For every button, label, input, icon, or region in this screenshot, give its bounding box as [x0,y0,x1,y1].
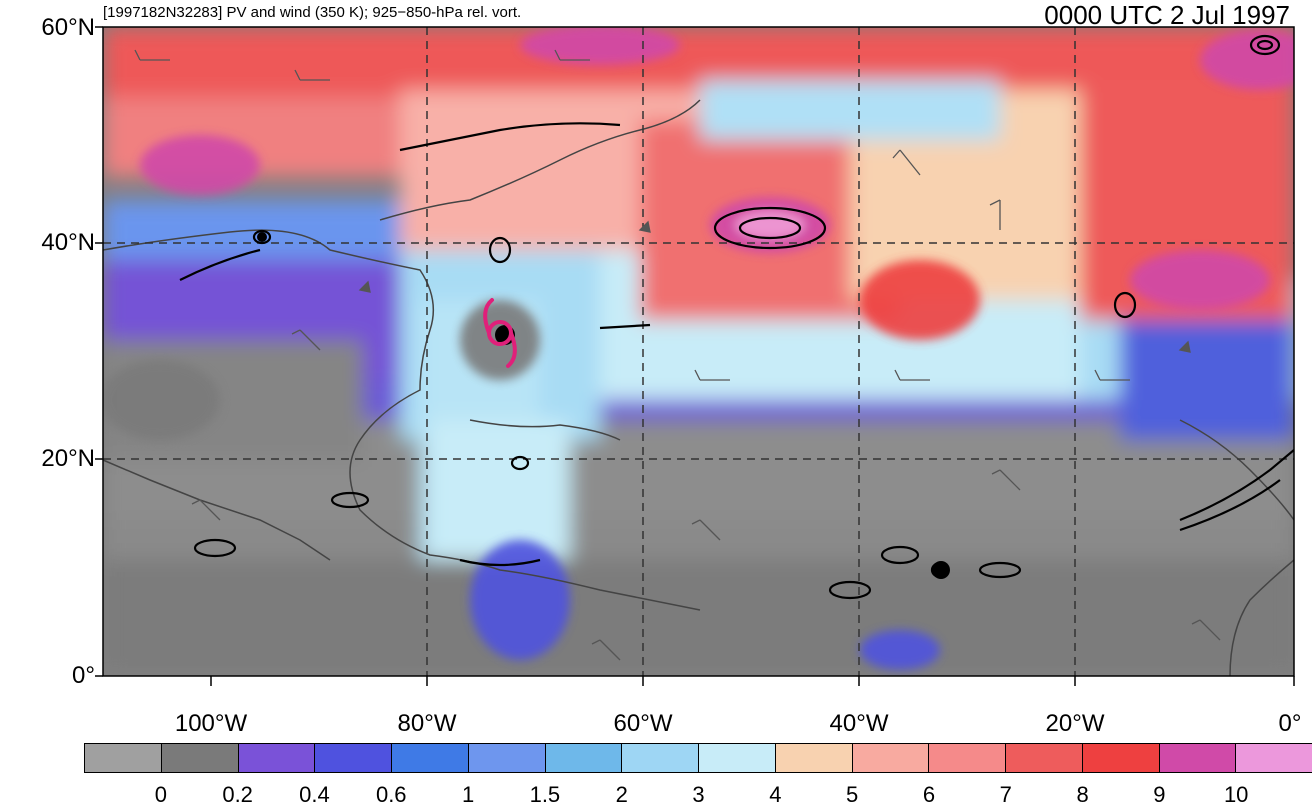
colorbar-tick-label: 1 [461,782,475,807]
colorbar-tick-label: 2 [615,782,628,807]
colorbar [84,743,1312,773]
lat-label-40n: 40°N [41,229,95,256]
tropical-cyclone-icon [483,298,517,368]
colorbar-swatch [315,744,392,772]
wind-barbs [134,49,1221,661]
colorbar-tick-label: 0.6 [375,782,407,807]
colorbar-swatch [775,744,853,772]
colorbar-tick-label: 8 [1076,782,1089,807]
lon-label-80w: 80°W [397,710,457,737]
colorbar-swatch [85,744,162,772]
colorbar-swatch [852,744,930,772]
pv-field [103,27,1294,676]
coastlines [103,99,1294,676]
colorbar-swatch [238,744,316,772]
colorbar-swatch [545,744,623,772]
colorbar-swatch [468,744,546,772]
plot-time-label: 0000 UTC 2 Jul 1997 [1044,0,1290,30]
colorbar-tick-label: 1.5 [529,782,561,807]
plot-subtitle: [1997182N32283] PV and wind (350 K); 925… [103,4,522,21]
colorbar-swatch [929,744,1006,772]
colorbar-tick-label: 4 [769,782,782,807]
lon-label-0: 0° [1278,710,1302,737]
lat-label-60n: 60°N [41,14,95,41]
colorbar-tick-label: 10 [1223,782,1249,807]
map-frame [102,26,1295,677]
colorbar-swatch [1082,744,1160,772]
axis-ticks [95,26,1295,686]
colorbar-tick-label: 3 [692,782,705,807]
lon-label-40w: 40°W [829,710,889,737]
colorbar-swatch [699,744,776,772]
colorbar-swatch [622,744,699,772]
colorbar-swatch [392,744,469,772]
lon-label-20w: 20°W [1045,710,1105,737]
colorbar-swatch [1159,744,1237,772]
lat-label-0: 0° [72,662,95,689]
colorbar-tick-label: 0.4 [299,782,330,807]
graticule [103,27,1294,676]
colorbar-tick-label: 0.2 [222,782,253,807]
colorbar-tick-label: 6 [922,782,936,807]
lon-label-60w: 60°W [613,710,673,737]
colorbar-tick-label: 5 [846,782,859,807]
lon-label-100w: 100°W [174,710,248,737]
colorbar-swatch [161,744,239,772]
lat-label-20n: 20°N [41,445,95,472]
vorticity-contours [179,34,1294,600]
colorbar-tick-label: 0 [154,782,167,807]
colorbar-tick-label: 7 [999,782,1012,807]
colorbar-tick-label: 9 [1153,782,1166,807]
colorbar-swatch [1006,744,1083,772]
colorbar-swatch [1236,744,1312,772]
